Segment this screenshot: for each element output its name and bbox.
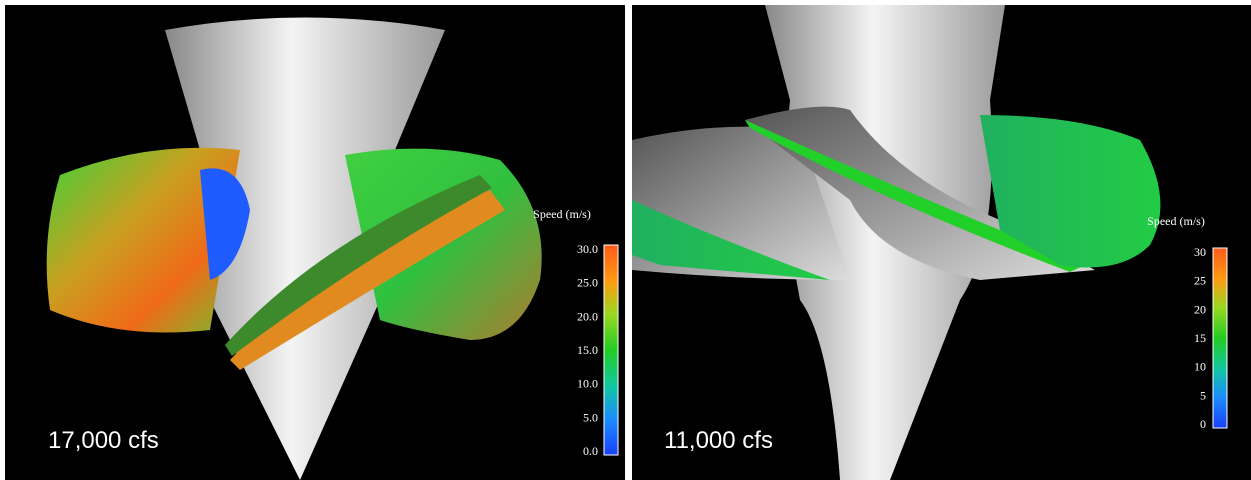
colorbar-tick-label: 30 xyxy=(1194,245,1206,259)
colorbar-tick-label: 10.0 xyxy=(577,377,598,391)
colorbar-tick-label: 0.0 xyxy=(583,444,598,458)
colorbar-tick-label: 30.0 xyxy=(577,242,598,256)
left-panel: Speed (m/s) 17,000 cfs 30.0 25.0 20.0 15.0 1… xyxy=(5,5,625,480)
colorbar-tick-label: 20 xyxy=(1194,302,1206,316)
colorbar-tick-label: 10 xyxy=(1194,360,1206,374)
colorbar-title: Speed (m/s) xyxy=(533,207,591,221)
figure: Speed (m/s) 17,000 cfs 30.0 25.0 20.0 15.0 1… xyxy=(0,0,1251,480)
colorbar-title: Speed (m/s) xyxy=(1147,214,1205,228)
colorbar-tick-label: 5.0 xyxy=(583,410,598,424)
colorbar xyxy=(604,245,618,455)
colorbar-tick-label: 15.0 xyxy=(577,343,598,357)
caption: 17,000 cfs xyxy=(48,427,159,454)
right-panel: Speed (m/s) 11,000 cfs 30 25 20 15 10 5 0 xyxy=(632,5,1251,480)
colorbar-tick-label: 25 xyxy=(1194,274,1206,288)
colorbar xyxy=(1213,248,1227,428)
colorbar-tick-label: 0 xyxy=(1200,417,1206,431)
colorbar-tick-label: 25.0 xyxy=(577,276,598,290)
colorbar-tick-label: 15 xyxy=(1194,331,1206,345)
colorbar-tick-label: 5 xyxy=(1200,388,1206,402)
colorbar-tick-label: 20.0 xyxy=(577,309,598,323)
caption: 11,000 cfs xyxy=(664,427,773,454)
